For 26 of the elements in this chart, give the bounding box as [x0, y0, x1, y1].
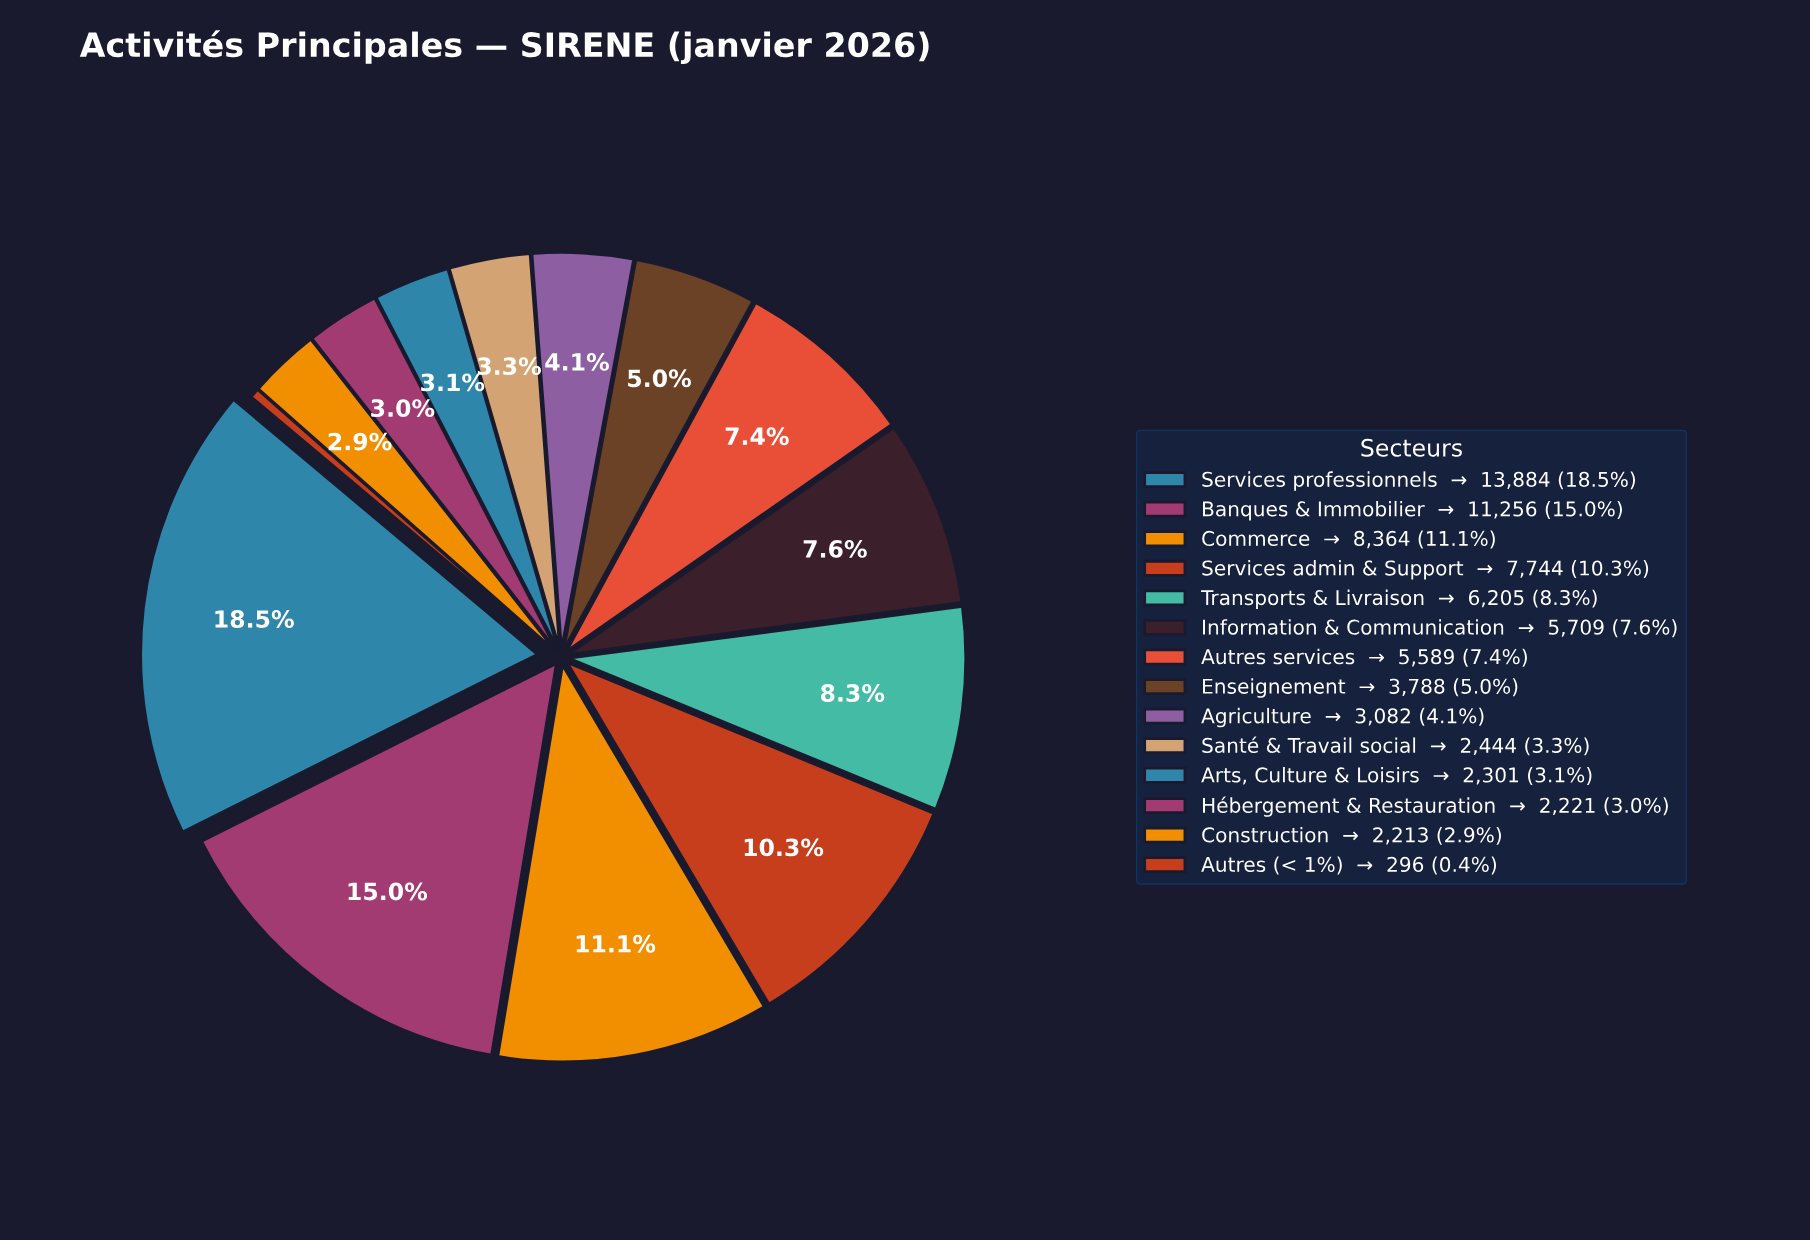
- legend-label: Arts, Culture & Loisirs → 2,301 (3.1%): [1201, 766, 1592, 785]
- legend-label: Commerce → 8,364 (11.1%): [1202, 530, 1495, 549]
- data-label: 11.1%: [576, 934, 656, 953]
- data-label: 10.3%: [744, 838, 824, 857]
- legend-label: Autres services → 5,589 (7.4%): [1201, 648, 1527, 667]
- data-label: 18.5%: [215, 610, 294, 628]
- data-label: 7.6%: [803, 540, 867, 558]
- legend-label: Transports & Livraison → 6,205 (8.3%): [1200, 589, 1597, 610]
- data-label: 4.1%: [545, 352, 609, 371]
- legend-label: Enseignement → 3,788 (5.0%): [1203, 678, 1518, 698]
- legend-label: Services admin & Support → 7,744 (10.3%): [1202, 560, 1649, 580]
- data-label: 7.4%: [725, 427, 789, 446]
- data-label: 15.0%: [348, 882, 428, 901]
- legend-title: Secteurs: [1361, 438, 1462, 457]
- legend-label: Information & Communication → 5,709 (7.6%): [1203, 619, 1677, 638]
- legend-label: Services professionnels → 13,884 (18.5%): [1202, 471, 1635, 491]
- data-label: 5.0%: [628, 369, 692, 388]
- chart-title: Activités Principales — SIRENE (janvier 2026): [79, 30, 929, 65]
- data-label: 8.3%: [820, 684, 885, 702]
- legend-label: Santé & Travail social → 2,444 (3.3%): [1202, 736, 1589, 756]
- legend-label: Autres (< 1%) → 296 (0.4%): [1201, 856, 1497, 875]
- legend-label: Hébergement & Restauration → 2,221 (3.0%): [1203, 796, 1668, 817]
- data-label: 2.9%: [328, 432, 392, 451]
- legend-label: Banques & Immobilier → 11,256 (15.0%): [1203, 500, 1622, 521]
- legend-label: Construction → 2,213 (2.9%): [1202, 826, 1501, 845]
- legend-label: Agriculture → 3,082 (4.1%): [1201, 707, 1484, 728]
